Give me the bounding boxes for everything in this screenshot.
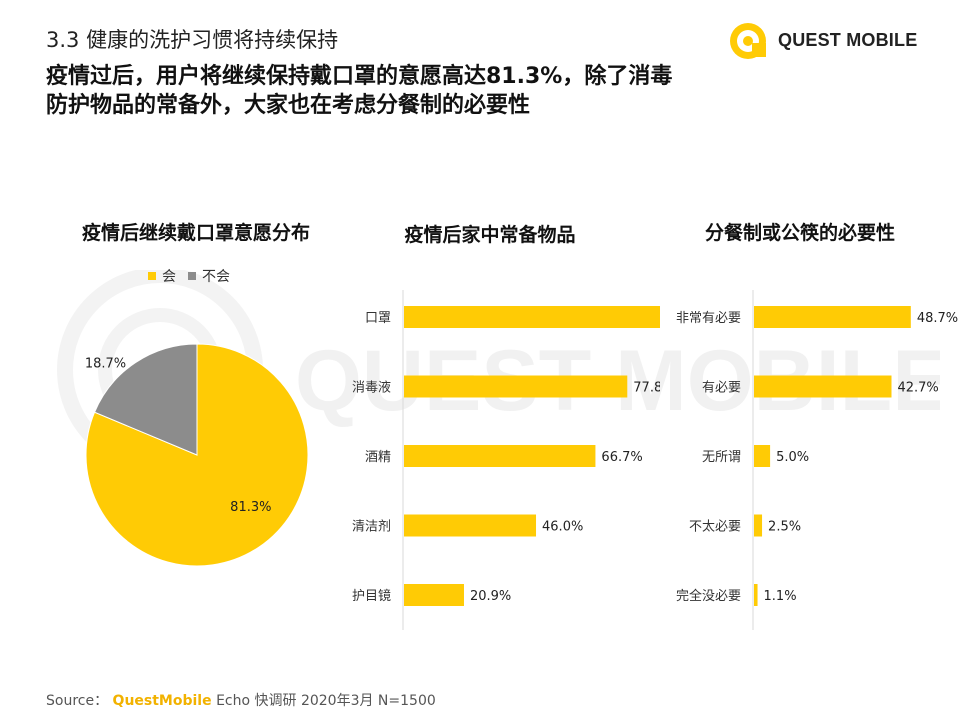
bar-chart-1-title: 疫情后家中常备物品 bbox=[404, 224, 576, 246]
source-brand: QuestMobile bbox=[112, 693, 212, 709]
dining-category-label-1: 有必要 bbox=[702, 381, 741, 396]
source-label: Source： bbox=[46, 693, 109, 709]
items-value-label-2: 66.7% bbox=[601, 450, 642, 465]
headline-line-1: 疫情过后，用户将继续保持戴口罩的意愿高达81.3%，除了消毒 bbox=[46, 64, 673, 89]
dining-category-label-4: 完全没必要 bbox=[676, 588, 741, 604]
dining-bar-1 bbox=[754, 375, 892, 398]
items-category-label-0: 口罩 bbox=[365, 311, 391, 326]
legend-label-yes: 会 bbox=[162, 269, 176, 285]
pie-label-yes: 81.3% bbox=[230, 500, 271, 515]
legend-swatch-no bbox=[188, 272, 196, 280]
dining-value-label-0: 48.7% bbox=[917, 311, 958, 326]
pie-label-no: 18.7% bbox=[85, 357, 126, 372]
items-category-label-3: 清洁剂 bbox=[352, 520, 391, 535]
dining-value-label-3: 2.5% bbox=[768, 520, 801, 535]
items-bar-4 bbox=[404, 584, 464, 606]
items-value-label-1: 77.8% bbox=[633, 381, 660, 396]
dining-bar-3 bbox=[754, 514, 763, 537]
headline-line-2: 防护物品的常备外，大家也在考虑分餐制的必要性 bbox=[46, 93, 531, 118]
pie-slice-no bbox=[93, 343, 198, 456]
pie-chart: 81.3% 18.7% bbox=[85, 343, 309, 567]
headline: 疫情过后，用户将继续保持戴口罩的意愿高达81.3%，除了消毒 防护物品的常备外，… bbox=[46, 62, 746, 120]
dining-bar-0 bbox=[754, 306, 911, 328]
brand-mark-icon bbox=[730, 23, 766, 59]
legend-label-no: 不会 bbox=[202, 269, 230, 285]
source-note: Source： QuestMobile Echo 快调研 2020年3月 N=1… bbox=[46, 690, 436, 710]
source-detail: Echo 快调研 2020年3月 N=1500 bbox=[216, 693, 436, 709]
dining-bar-2 bbox=[754, 445, 771, 467]
dining-category-label-3: 不太必要 bbox=[689, 520, 741, 535]
items-category-label-2: 酒精 bbox=[365, 450, 391, 465]
dining-value-label-2: 5.0% bbox=[776, 450, 809, 465]
items-bar-2 bbox=[404, 445, 596, 467]
brand-logo: QUEST MOBILE bbox=[726, 18, 926, 64]
items-category-label-4: 护目镜 bbox=[352, 589, 391, 604]
pie-legend: 会 不会 bbox=[148, 266, 230, 286]
items-bar-1 bbox=[404, 375, 628, 398]
dining-category-label-2: 无所谓 bbox=[702, 450, 741, 465]
pie-chart-title: 疫情后继续戴口罩意愿分布 bbox=[81, 222, 310, 244]
items-value-label-3: 46.0% bbox=[542, 520, 583, 535]
bar-chart-2-title: 分餐制或公筷的必要性 bbox=[704, 222, 895, 244]
dining-bar-4 bbox=[754, 584, 758, 606]
items-bar-0 bbox=[404, 306, 660, 328]
items-value-label-4: 20.9% bbox=[470, 589, 511, 604]
dining-value-label-4: 1.1% bbox=[764, 589, 797, 604]
bar-chart-shared-dining: 非常有必要 48.7% 有必要 42.7% 无所谓 5.0% 不太必要 2.5% 完全没必要 1.… bbox=[676, 290, 958, 630]
items-bar-3 bbox=[404, 514, 537, 537]
section-title: 3.3 健康的洗护习惯将持续保持 bbox=[46, 28, 339, 52]
brand-logo-text: QUEST MOBILE bbox=[778, 30, 918, 50]
dining-value-label-1: 42.7% bbox=[897, 381, 938, 396]
dining-category-label-0: 非常有必要 bbox=[676, 311, 741, 326]
legend-swatch-yes bbox=[148, 272, 156, 280]
items-category-label-1: 消毒液 bbox=[352, 381, 391, 396]
